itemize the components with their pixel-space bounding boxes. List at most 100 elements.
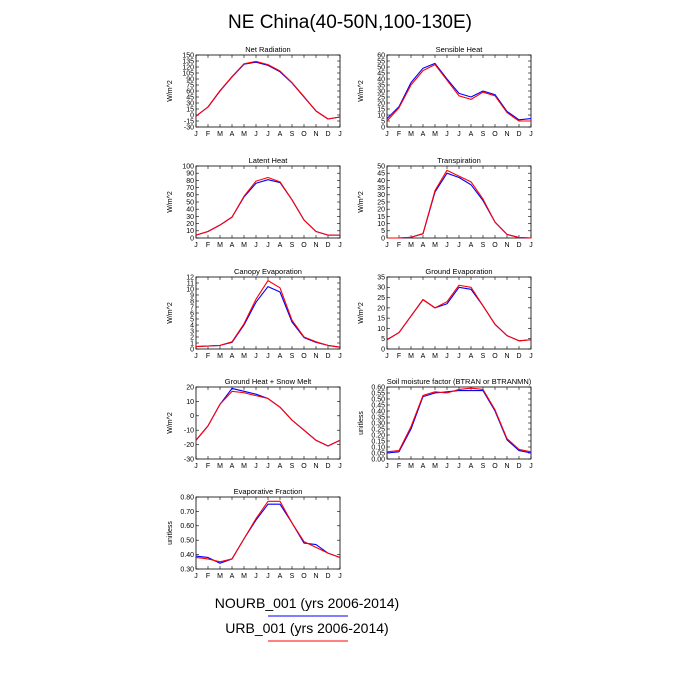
series-line-urb-001 xyxy=(195,176,340,236)
x-tick-label: J xyxy=(529,242,533,249)
y-tick-label: 11 xyxy=(187,280,194,287)
y-tick-label: 0.50 xyxy=(371,396,385,403)
x-tick-label: M xyxy=(217,463,223,470)
y-tick-label: 0 xyxy=(190,346,194,353)
x-tick-label: N xyxy=(313,463,318,470)
series-line-urb-001 xyxy=(195,280,341,348)
panel-title: Evaporative Fraction xyxy=(234,487,303,496)
y-tick-label: 40 xyxy=(377,76,385,83)
y-tick-label: 20 xyxy=(377,207,385,214)
y-tick-label: 0 xyxy=(190,413,194,420)
y-axis-label: W/m^2 xyxy=(358,80,365,102)
x-tick-label: M xyxy=(408,353,414,360)
x-tick-label: J xyxy=(194,353,198,360)
y-tick-label: 45 xyxy=(377,70,385,77)
y-tick-label: 5 xyxy=(381,228,385,235)
y-tick-label: 20 xyxy=(377,100,385,107)
panel-title: Latent Heat xyxy=(249,156,289,165)
x-tick-label: A xyxy=(469,463,474,470)
y-tick-label: 150 xyxy=(182,52,194,59)
panel-title: Net Radiation xyxy=(245,45,290,54)
x-tick-label: M xyxy=(217,242,223,249)
y-tick-label: 0.25 xyxy=(371,426,385,433)
y-tick-label: 0.00 xyxy=(371,456,385,463)
y-tick-label: 45 xyxy=(186,94,194,101)
y-tick-label: 0 xyxy=(190,235,194,242)
x-tick-label: D xyxy=(516,463,521,470)
x-tick-label: O xyxy=(301,353,307,360)
x-tick-label: M xyxy=(241,463,247,470)
x-tick-label: M xyxy=(241,353,247,360)
x-tick-label: J xyxy=(385,131,389,138)
x-tick-label: J xyxy=(338,463,342,470)
y-tick-label: 10 xyxy=(377,112,385,119)
y-tick-label: 0 xyxy=(190,112,194,119)
x-tick-label: A xyxy=(469,242,474,249)
x-tick-label: N xyxy=(504,131,509,138)
x-tick-label: O xyxy=(492,353,498,360)
x-tick-label: M xyxy=(408,242,414,249)
y-tick-label: 5 xyxy=(190,316,194,323)
panel-frame xyxy=(386,54,532,128)
y-tick-label: 5 xyxy=(381,118,385,125)
x-tick-label: J xyxy=(254,353,258,360)
x-tick-label: O xyxy=(301,463,307,470)
x-tick-label: J xyxy=(529,353,533,360)
x-tick-label: F xyxy=(206,131,210,138)
y-tick-label: 50 xyxy=(186,199,194,206)
y-tick-label: 40 xyxy=(186,207,194,214)
y-tick-label: 15 xyxy=(377,316,385,323)
x-tick-label: F xyxy=(397,131,401,138)
y-tick-label: 0.60 xyxy=(180,523,194,530)
y-tick-label: -30 xyxy=(184,456,194,463)
x-tick-label: S xyxy=(290,242,295,249)
y-tick-label: 2 xyxy=(190,334,194,341)
x-tick-label: J xyxy=(457,353,461,360)
y-tick-label: 35 xyxy=(377,274,385,281)
x-tick-label: J xyxy=(445,353,449,360)
y-tick-label: 4 xyxy=(190,322,194,329)
series-line-nourb-001 xyxy=(195,387,341,447)
y-tick-label: 10 xyxy=(377,326,385,333)
x-tick-label: D xyxy=(325,242,330,249)
y-tick-label: 30 xyxy=(377,88,385,95)
x-tick-label: O xyxy=(492,242,498,249)
y-tick-label: 70 xyxy=(186,185,194,192)
y-tick-label: 25 xyxy=(377,295,385,302)
y-tick-label: 100 xyxy=(182,163,194,170)
x-tick-label: J xyxy=(338,131,342,138)
y-tick-label: 9 xyxy=(190,292,194,299)
x-tick-label: D xyxy=(325,463,330,470)
y-tick-label: 40 xyxy=(377,178,385,185)
x-tick-label: F xyxy=(206,242,210,249)
y-tick-label: 0.05 xyxy=(371,450,385,457)
series-line-urb-001 xyxy=(386,64,531,122)
panel-title: Ground Heat + Snow Melt xyxy=(225,377,312,386)
y-tick-label: 10 xyxy=(186,286,194,293)
y-tick-label: 75 xyxy=(186,82,194,89)
x-tick-label: A xyxy=(469,131,474,138)
x-tick-label: J xyxy=(254,131,258,138)
x-tick-label: J xyxy=(385,463,389,470)
y-tick-label: 1 xyxy=(190,340,194,347)
x-tick-label: M xyxy=(432,353,438,360)
y-tick-label: 60 xyxy=(186,88,194,95)
x-tick-label: J xyxy=(254,463,258,470)
x-tick-label: S xyxy=(290,463,295,470)
x-tick-label: J xyxy=(529,131,533,138)
y-tick-label: -15 xyxy=(184,118,194,125)
y-tick-label: 15 xyxy=(377,106,385,113)
series-line-nourb-001 xyxy=(195,286,341,348)
x-tick-label: S xyxy=(290,573,295,580)
y-tick-label: 12 xyxy=(186,274,194,281)
x-tick-label: J xyxy=(385,242,389,249)
y-tick-label: -20 xyxy=(184,442,194,449)
y-tick-label: 0.10 xyxy=(371,444,385,451)
panel-frame xyxy=(386,165,532,239)
x-tick-label: J xyxy=(445,463,449,470)
y-tick-label: 0.20 xyxy=(371,432,385,439)
x-tick-label: J xyxy=(266,353,270,360)
x-tick-label: M xyxy=(241,131,247,138)
x-tick-label: J xyxy=(194,463,198,470)
x-tick-label: J xyxy=(445,242,449,249)
